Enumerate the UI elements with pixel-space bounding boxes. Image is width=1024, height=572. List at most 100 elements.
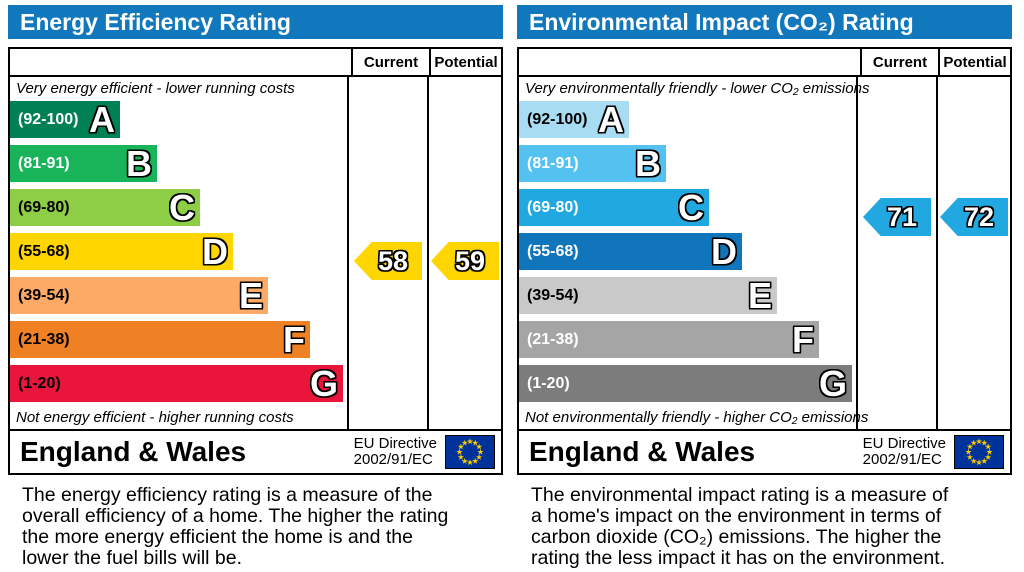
eu-flag-icon xyxy=(954,435,1004,469)
table-footer-row: England & Wales EU Directive 2002/91/EC xyxy=(519,429,1010,473)
band-f: (21-38) F xyxy=(10,321,310,358)
environmental-description: The environmental impact rating is a mea… xyxy=(517,475,1012,569)
potential-rating-value: 72 xyxy=(963,201,995,232)
band-letter: C xyxy=(169,186,195,228)
bottom-caption: Not energy efficient - higher running co… xyxy=(16,409,294,426)
potential-rating-arrow: 72 xyxy=(940,198,1008,236)
band-letter: B xyxy=(635,142,661,184)
current-rating-value: 71 xyxy=(886,201,918,232)
band-range: (81-91) xyxy=(527,154,579,172)
current-rating-value: 58 xyxy=(377,245,409,276)
current-rating-arrow: 71 xyxy=(863,198,931,236)
eu-directive-line: 2002/91/EC xyxy=(862,451,942,468)
potential-rating-arrow: 59 xyxy=(431,242,499,280)
panel-title: Environmental Impact (CO₂) Rating xyxy=(529,8,914,35)
band-range: (55-68) xyxy=(18,242,70,260)
band-g: (1-20) G xyxy=(519,365,852,402)
panel-title: Energy Efficiency Rating xyxy=(20,8,291,35)
band-range: (39-54) xyxy=(18,286,70,304)
eu-directive-label: EU Directive 2002/91/EC xyxy=(353,434,437,469)
band-letter: D xyxy=(202,230,228,272)
band-e: (39-54) E xyxy=(519,277,777,314)
table-footer-row: England & Wales EU Directive 2002/91/EC xyxy=(10,429,501,473)
eu-directive-line: EU Directive xyxy=(353,434,437,452)
description-line: The energy efficiency rating is a measur… xyxy=(22,484,433,506)
band-range: (81-91) xyxy=(18,154,70,172)
environmental-impact-panel: Environmental Impact (CO₂) Rating Curren… xyxy=(517,5,1012,569)
band-c: (69-80) C xyxy=(10,189,200,226)
band-letter: B xyxy=(126,142,152,184)
header-spacer xyxy=(519,49,860,75)
band-letter: E xyxy=(747,274,772,316)
bottom-caption: Not environmentally friendly - higher CO… xyxy=(525,409,869,426)
band-g: (1-20) G xyxy=(10,365,343,402)
band-letter: G xyxy=(818,362,847,404)
band-letter: D xyxy=(711,230,737,272)
current-rating-arrow: 58 xyxy=(354,242,422,280)
column-divider xyxy=(347,77,349,429)
column-divider xyxy=(427,77,429,429)
region-label: England & Wales xyxy=(529,436,756,467)
potential-column-header: Potential xyxy=(938,49,1010,75)
description-line: The environmental impact rating is a mea… xyxy=(531,484,949,506)
environmental-title-bar: Environmental Impact (CO₂) Rating xyxy=(517,5,1012,39)
band-d: (55-68) D xyxy=(10,233,233,270)
column-divider xyxy=(936,77,938,429)
band-letter: G xyxy=(309,362,338,404)
description-line: rating the less impact it has on the env… xyxy=(531,547,946,569)
band-range: (92-100) xyxy=(527,110,588,128)
band-a: (92-100) A xyxy=(10,101,120,138)
eu-directive-line: 2002/91/EC xyxy=(353,451,433,468)
eu-flag-icon xyxy=(445,435,495,469)
description-line: the more energy efficient the home is an… xyxy=(22,526,413,548)
description-line: carbon dioxide (CO₂) emissions. The high… xyxy=(531,526,942,548)
band-b: (81-91) B xyxy=(519,145,666,182)
potential-column-header: Potential xyxy=(429,49,501,75)
table-header-row: Current Potential xyxy=(519,49,1010,77)
eu-directive-label: EU Directive 2002/91/EC xyxy=(862,434,946,469)
band-range: (39-54) xyxy=(527,286,579,304)
band-letter: C xyxy=(678,186,704,228)
top-caption: Very environmentally friendly - lower CO… xyxy=(525,80,870,97)
region-label: England & Wales xyxy=(20,436,247,467)
band-range: (55-68) xyxy=(527,242,579,260)
band-range: (1-20) xyxy=(18,374,61,392)
band-range: (1-20) xyxy=(527,374,570,392)
energy-title-bar: Energy Efficiency Rating xyxy=(8,5,503,39)
top-caption: Very energy efficient - lower running co… xyxy=(16,80,295,97)
chart-body: Very environmentally friendly - lower CO… xyxy=(519,77,1010,429)
description-line: a home's impact on the environment in te… xyxy=(531,505,942,527)
environmental-rating-table: Current Potential Very environmentally f… xyxy=(517,47,1012,475)
band-e: (39-54) E xyxy=(10,277,268,314)
energy-description: The energy efficiency rating is a measur… xyxy=(8,475,503,569)
energy-efficiency-panel: Energy Efficiency Rating Current Potenti… xyxy=(8,5,503,569)
band-range: (69-80) xyxy=(18,198,70,216)
eu-directive-line: EU Directive xyxy=(862,434,946,452)
band-letter: F xyxy=(792,318,814,360)
band-letter: A xyxy=(598,98,624,140)
current-column-header: Current xyxy=(860,49,938,75)
band-a: (92-100) A xyxy=(519,101,629,138)
energy-rating-table: Current Potential Very energy efficient … xyxy=(8,47,503,475)
band-letter: F xyxy=(283,318,305,360)
potential-rating-value: 59 xyxy=(454,245,486,276)
band-range: (21-38) xyxy=(527,330,579,348)
band-letter: E xyxy=(238,274,263,316)
header-spacer xyxy=(10,49,351,75)
band-letter: A xyxy=(89,98,115,140)
description-line: lower the fuel bills will be. xyxy=(22,547,243,569)
description-line: overall efficiency of a home. The higher… xyxy=(22,505,449,527)
current-column-header: Current xyxy=(351,49,429,75)
chart-body: Very energy efficient - lower running co… xyxy=(10,77,501,429)
band-c: (69-80) C xyxy=(519,189,709,226)
band-b: (81-91) B xyxy=(10,145,157,182)
band-d: (55-68) D xyxy=(519,233,742,270)
column-divider xyxy=(856,77,858,429)
band-range: (69-80) xyxy=(527,198,579,216)
band-range: (92-100) xyxy=(18,110,79,128)
band-f: (21-38) F xyxy=(519,321,819,358)
table-header-row: Current Potential xyxy=(10,49,501,77)
band-range: (21-38) xyxy=(18,330,70,348)
